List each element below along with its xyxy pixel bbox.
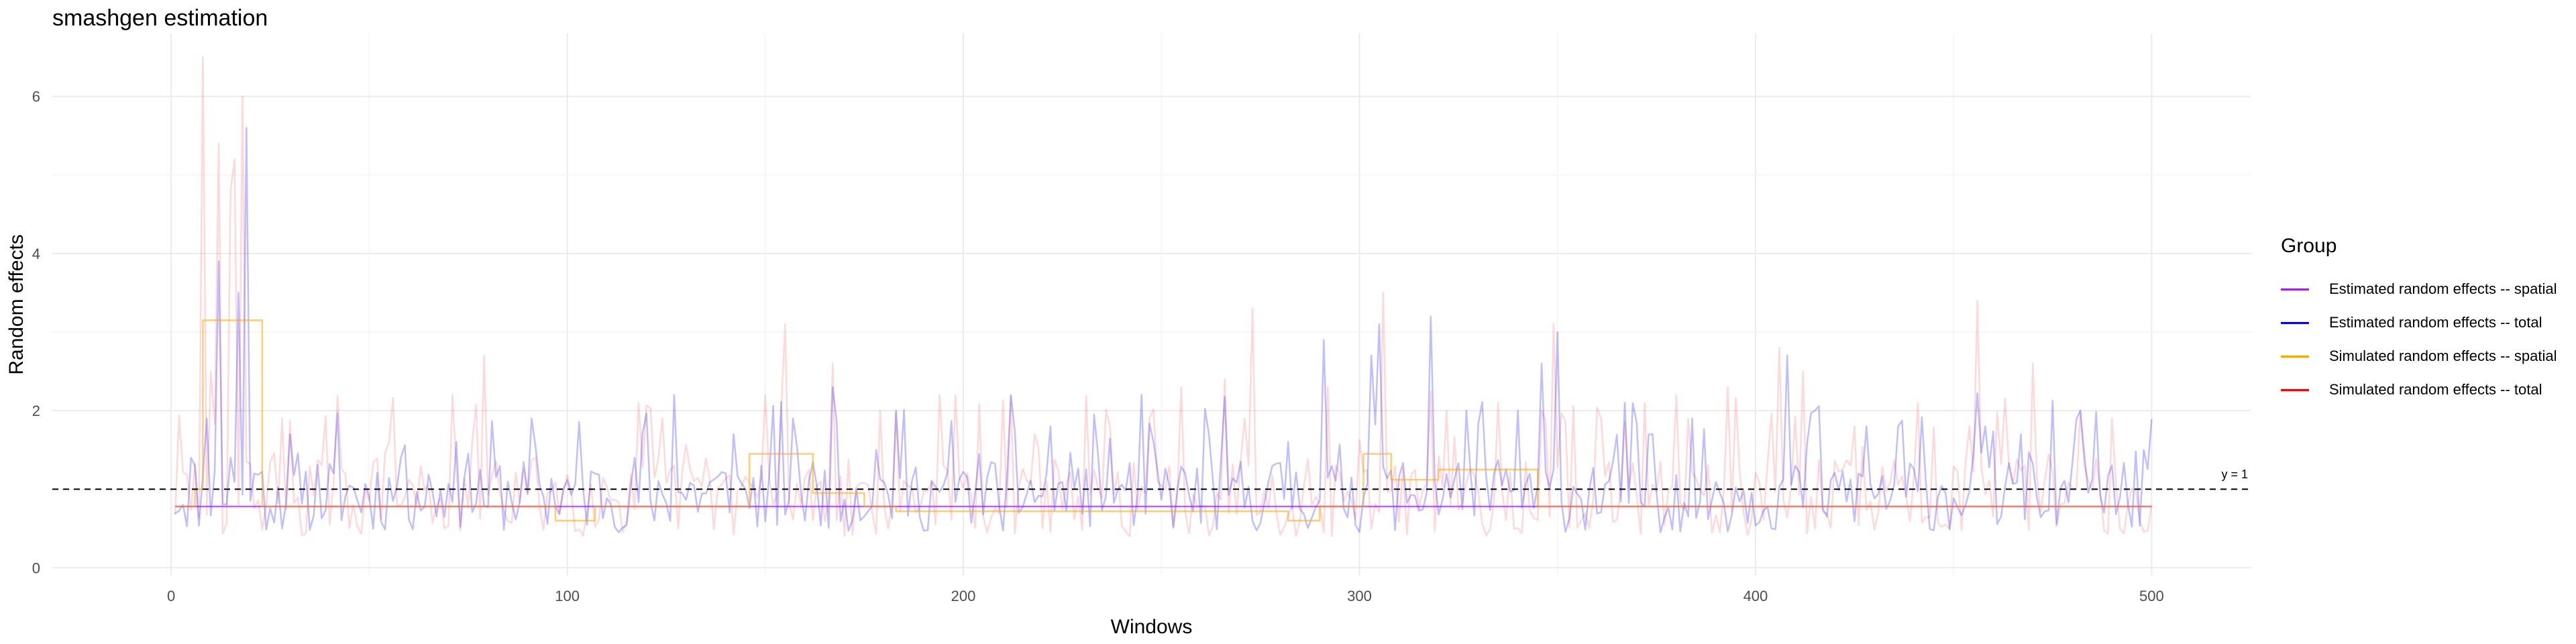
legend-label: Estimated random effects -- spatial	[2329, 280, 2557, 297]
y-tick-label: 0	[32, 559, 40, 576]
legend-key-simulated-spatial	[2281, 355, 2309, 358]
legend-key-estimated-spatial	[2281, 288, 2309, 290]
series-estimated-total	[174, 127, 2153, 533]
legend-key-simulated-total	[2281, 388, 2309, 391]
reference-line-label: y = 1	[2221, 468, 2248, 481]
legend-item-estimated-spatial: Estimated random effects -- spatial	[2281, 272, 2557, 306]
axis-ticks: 0 100 200 300 400 500 0 2 4 6	[32, 89, 2164, 604]
legend-item-simulated-total: Simulated random effects -- total	[2281, 373, 2557, 407]
x-tick-label: 0	[167, 588, 175, 604]
chart-title: smashgen estimation	[52, 5, 268, 31]
y-axis-title: Random effects	[5, 234, 28, 375]
series-simulated-spatial	[175, 319, 2152, 522]
x-tick-label: 500	[2139, 588, 2164, 604]
legend-label: Estimated random effects -- total	[2329, 314, 2542, 331]
series-simulated-total	[174, 56, 2153, 537]
x-tick-label: 400	[1743, 588, 1768, 604]
legend-label: Simulated random effects -- total	[2329, 381, 2542, 398]
y-tick-label: 2	[32, 402, 40, 419]
series-group	[174, 56, 2153, 537]
x-tick-label: 300	[1347, 588, 1372, 604]
y-tick-label: 4	[32, 246, 40, 262]
legend-label: Simulated random effects -- spatial	[2329, 347, 2557, 364]
legend-key-estimated-total	[2281, 321, 2309, 324]
x-tick-label: 200	[951, 588, 976, 604]
reference-line-group: y = 1	[52, 468, 2251, 490]
grid	[52, 34, 2251, 576]
y-tick-label: 6	[32, 89, 40, 105]
legend-title: Group	[2281, 235, 2337, 257]
x-tick-label: 100	[555, 588, 580, 604]
x-axis-title: Windows	[1111, 616, 1193, 638]
legend-item-simulated-spatial: Simulated random effects -- spatial	[2281, 339, 2557, 373]
legend: Group Estimated random effects -- spatia…	[2281, 235, 2557, 407]
legend-item-estimated-total: Estimated random effects -- total	[2281, 306, 2557, 339]
